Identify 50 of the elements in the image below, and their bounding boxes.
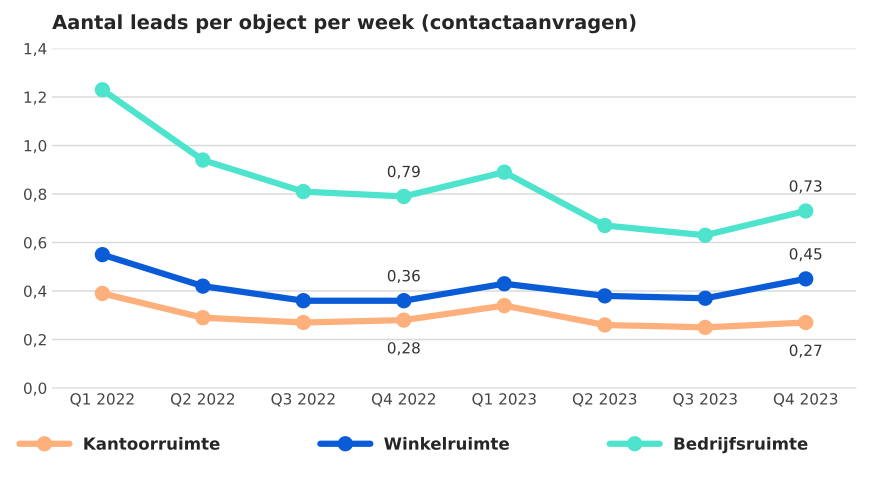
point <box>698 290 713 306</box>
y-tick-label: 0,4 <box>24 285 46 299</box>
point <box>94 82 110 98</box>
point <box>698 320 713 336</box>
chart-title: Aantal leads per object per week (contactaanvragen) <box>52 14 636 34</box>
y-tick-label: 1,0 <box>24 140 46 154</box>
point <box>396 293 412 308</box>
point <box>698 228 713 243</box>
point <box>94 286 110 302</box>
x-tick-label: Q4 2023 <box>774 393 838 406</box>
point <box>195 310 210 326</box>
data-label: 0,45 <box>790 248 822 262</box>
data-label: 0,79 <box>388 166 420 179</box>
point <box>496 164 512 180</box>
point <box>396 312 412 328</box>
x-tick-label: Q1 2022 <box>70 393 134 406</box>
point <box>597 288 612 304</box>
data-label: 0,27 <box>790 344 822 358</box>
point <box>798 314 814 330</box>
point <box>195 278 210 294</box>
x-tick-label: Q1 2023 <box>472 393 536 406</box>
point <box>396 188 412 204</box>
legend-label: Bedrijfsruimte <box>674 436 808 454</box>
y-tick-label: 0,8 <box>24 188 46 202</box>
point <box>597 317 612 333</box>
point <box>195 152 210 168</box>
y-tick-label: 1,2 <box>24 91 46 105</box>
point <box>798 203 814 219</box>
y-tick-label: 0,2 <box>24 334 46 348</box>
point <box>597 218 612 234</box>
point <box>798 271 814 287</box>
point <box>296 293 311 308</box>
data-label: 0,28 <box>388 342 420 356</box>
legend-label: Kantoorruimte <box>84 436 220 450</box>
y-tick-label: 1,4 <box>24 43 46 56</box>
point <box>496 276 512 292</box>
y-tick-label: 0,6 <box>24 236 46 250</box>
y-tick-label: 0,0 <box>24 382 46 396</box>
x-tick-label: Q3 2023 <box>673 393 737 406</box>
point <box>296 184 311 200</box>
point <box>94 246 110 262</box>
data-label: 0,36 <box>388 270 420 284</box>
x-tick-label: Q2 2023 <box>572 393 636 406</box>
x-tick-label: Q4 2022 <box>372 393 436 406</box>
x-tick-label: Q3 2022 <box>271 393 335 406</box>
legend-label: Winkelruimte <box>384 436 509 450</box>
point <box>296 314 311 330</box>
x-tick-label: Q2 2022 <box>170 393 234 406</box>
data-label: 0,73 <box>790 180 822 194</box>
point <box>496 298 512 314</box>
